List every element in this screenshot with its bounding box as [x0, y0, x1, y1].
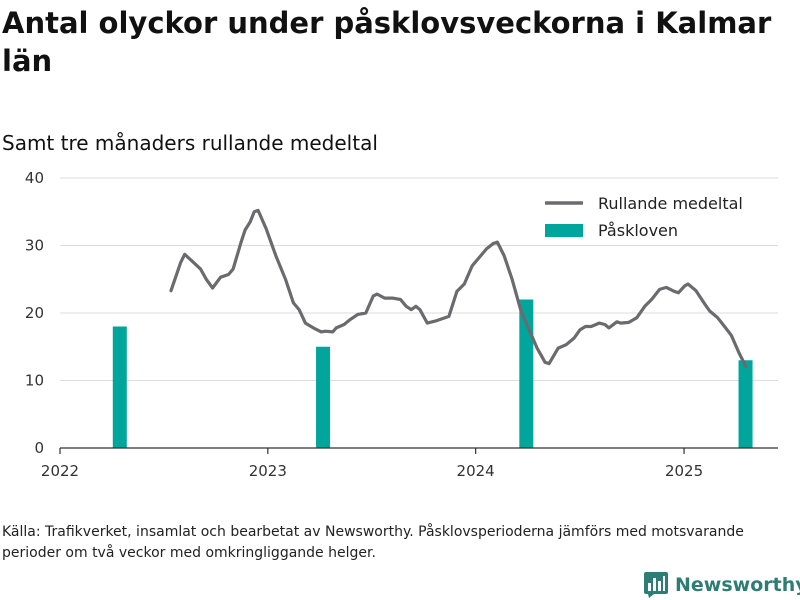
line-rullande-medeltal: [169, 208, 748, 369]
x-tick-label: 2023: [249, 462, 287, 480]
x-tick-label: 2024: [457, 462, 495, 480]
brand-name: Newsworthy: [675, 574, 800, 596]
bar: [738, 360, 753, 448]
x-tick-label: 2025: [665, 462, 703, 480]
chart-subtitle: Samt tre månaders rullande medeltal: [2, 131, 378, 155]
y-tick-label: 20: [25, 304, 44, 322]
y-tick-label: 0: [34, 439, 44, 457]
legend-label-bars: Påskloven: [598, 221, 678, 240]
y-tick-label: 30: [25, 237, 44, 255]
x-tick-label: 2022: [41, 462, 79, 480]
y-tick-label: 40: [25, 169, 44, 187]
y-tick-label: 10: [25, 372, 44, 390]
brand-logo[interactable]: Newsworthy: [644, 570, 800, 600]
bar: [112, 326, 127, 448]
x-axis: 2022 2023 2024 2025: [41, 447, 778, 480]
y-tick-labels: 0 10 20 30 40: [25, 169, 44, 457]
gridlines: [60, 177, 778, 381]
bar: [316, 346, 331, 448]
legend: Rullande medeltal Påskloven: [538, 188, 764, 244]
bars-series: [112, 299, 753, 448]
bar: [519, 299, 534, 448]
legend-bar-swatch: [545, 224, 583, 237]
source-note: Källa: Trafikverket, insamlat och bearbe…: [2, 524, 744, 561]
legend-label-line: Rullande medeltal: [598, 194, 743, 213]
line-series: [169, 208, 748, 369]
newsworthy-logo-icon: [644, 572, 668, 598]
chart-title: Antal olyckor under påsklovsveckorna i K…: [2, 6, 772, 78]
